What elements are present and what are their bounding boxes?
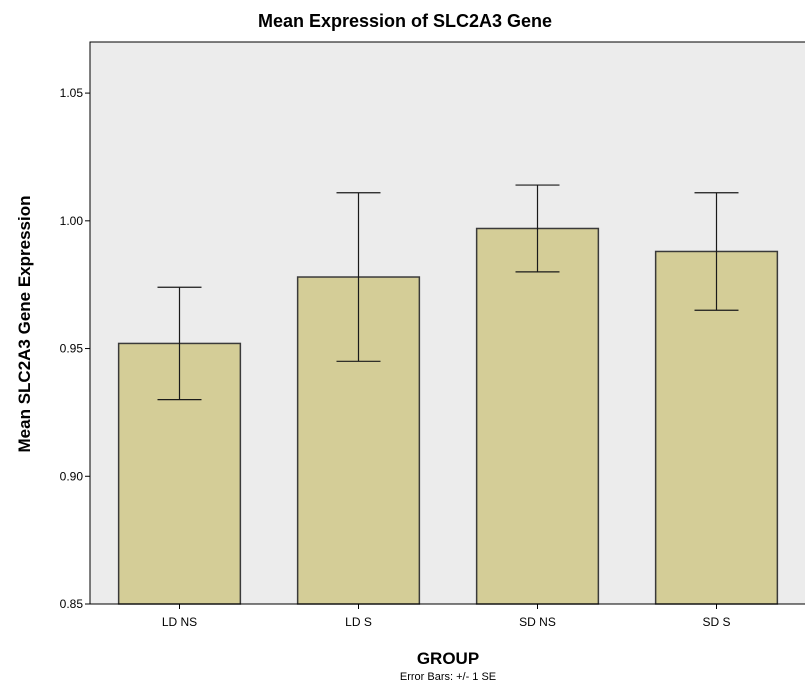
x-tick-label: SD S [702, 615, 730, 629]
y-tick-label: 0.85 [60, 597, 84, 611]
plot-frame [89, 41, 805, 605]
x-tick-label: LD NS [162, 615, 197, 629]
y-tick-label: 0.95 [60, 342, 84, 356]
y-tick-label: 0.90 [60, 469, 84, 483]
y-tick-label: 1.00 [60, 214, 84, 228]
x-tick-label: SD NS [519, 615, 556, 629]
y-axis-title: Mean SLC2A3 Gene Expression [15, 196, 34, 453]
bar [475, 227, 600, 605]
x-axis-title: GROUP [417, 649, 479, 668]
x-tick-label: LD S [345, 615, 372, 629]
y-tick-label: 1.05 [60, 86, 84, 100]
chart-title: Mean Expression of SLC2A3 Gene [258, 11, 552, 31]
error-bars-note: Error Bars: +/- 1 SE [400, 671, 496, 683]
plot-area: LD NS LD S SD NS SD S 0.85 0.90 0.95 1.00 1.05 [60, 41, 805, 629]
